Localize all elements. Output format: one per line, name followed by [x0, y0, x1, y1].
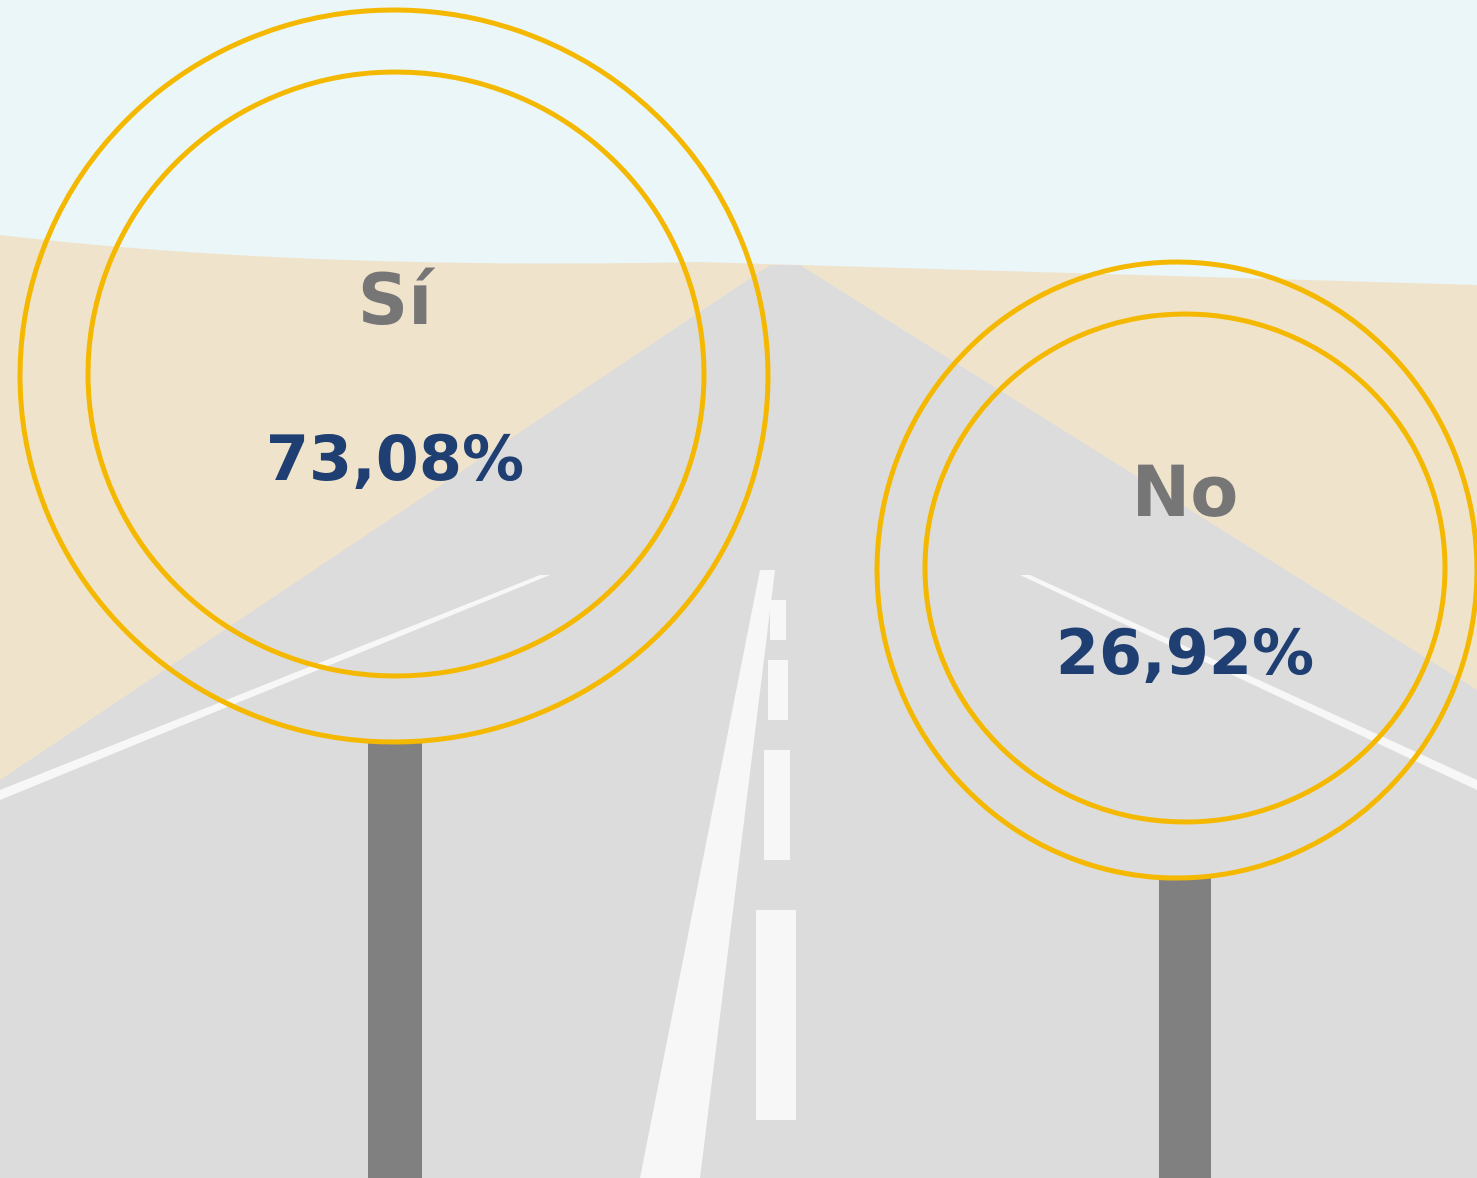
background — [0, 0, 1477, 1178]
infographic: Sí 73,08% No 26,92% — [0, 0, 1477, 1178]
sign-label: No — [1132, 451, 1239, 533]
page: Sí 73,08% No 26,92% (() => { const data … — [0, 0, 1477, 1178]
sign-pole — [368, 742, 422, 1178]
sign-value: 73,08% — [266, 422, 524, 495]
sign-pole — [1159, 878, 1211, 1178]
sign-value: 26,92% — [1056, 616, 1314, 689]
sign-label: Sí — [358, 259, 436, 341]
